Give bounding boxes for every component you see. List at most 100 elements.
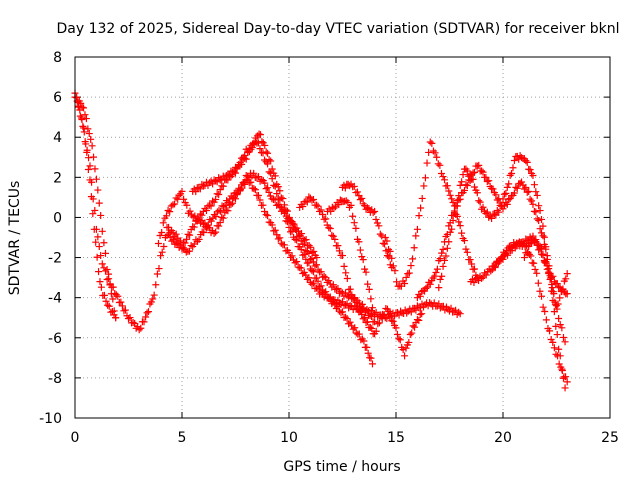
data-point-marker: [329, 232, 337, 240]
y-tick-label: 2: [53, 170, 62, 186]
data-point-marker: [361, 265, 369, 273]
data-point-marker: [525, 188, 533, 196]
data-point-marker: [527, 252, 535, 260]
data-point-marker: [363, 204, 371, 212]
data-point-marker: [449, 216, 457, 224]
data-point-marker: [542, 258, 550, 266]
data-point-marker: [314, 285, 322, 293]
data-point-marker: [389, 317, 397, 325]
data-point-marker: [241, 180, 249, 188]
data-point-marker: [421, 174, 429, 182]
data-point-marker: [256, 145, 264, 153]
data-point-marker: [458, 229, 466, 237]
data-point-marker: [539, 232, 547, 240]
data-point-marker: [513, 184, 521, 192]
data-point-marker: [250, 169, 258, 177]
data-point-marker: [319, 210, 327, 218]
data-point-marker: [177, 237, 185, 245]
data-point-marker: [470, 265, 478, 273]
x-tick-label: 0: [71, 430, 80, 446]
data-point-marker: [448, 225, 456, 233]
x-tick-label: 10: [280, 430, 298, 446]
data-point-marker: [441, 256, 449, 264]
data-point-marker: [204, 221, 212, 229]
data-point-marker: [479, 203, 487, 211]
data-point-marker: [558, 324, 566, 332]
data-point-marker: [89, 210, 97, 218]
data-point-marker: [381, 234, 389, 241]
data-point-marker: [178, 187, 186, 195]
data-point-marker: [366, 311, 374, 319]
data-point-marker: [452, 202, 460, 210]
data-point-marker: [233, 189, 241, 197]
data-point-marker: [522, 157, 530, 165]
data-point-marker: [341, 184, 349, 192]
data-point-marker: [142, 313, 150, 321]
data-point-marker: [313, 274, 321, 282]
data-point-marker: [221, 201, 229, 209]
data-point-marker: [280, 201, 288, 209]
data-point-marker: [296, 231, 304, 239]
data-point-marker: [490, 210, 498, 218]
data-point-marker: [302, 236, 310, 244]
data-point-marker: [369, 209, 377, 217]
data-point-marker: [255, 173, 263, 181]
data-point-marker: [258, 138, 266, 146]
data-point-marker: [339, 308, 346, 316]
data-point-marker: [559, 285, 567, 293]
data-point-marker: [554, 300, 562, 308]
data-point-marker: [253, 174, 261, 182]
data-point-marker: [343, 274, 351, 282]
data-point-marker: [147, 298, 155, 306]
data-point-marker: [86, 176, 94, 184]
data-point-marker: [220, 203, 228, 211]
data-point-marker: [271, 196, 279, 204]
data-point-marker: [433, 153, 441, 161]
data-point-marker: [335, 201, 343, 209]
data-point-marker: [495, 208, 503, 216]
data-point-marker: [342, 269, 350, 277]
data-point-marker: [346, 318, 354, 326]
data-point-marker: [363, 343, 371, 351]
data-point-marker: [359, 315, 367, 323]
x-tick-label: 5: [178, 430, 187, 446]
data-point-marker: [431, 272, 439, 280]
data-point-marker: [225, 172, 233, 180]
data-point-marker: [255, 130, 263, 138]
data-point-marker: [144, 308, 152, 316]
data-point-marker: [460, 186, 468, 194]
data-point-marker: [206, 215, 214, 223]
data-point-marker: [305, 274, 313, 282]
data-point-marker: [202, 207, 210, 215]
data-point-marker: [455, 308, 463, 316]
data-point-marker: [396, 336, 404, 344]
data-point-marker: [497, 254, 505, 262]
data-point-marker: [95, 243, 103, 251]
data-point-marker: [212, 228, 220, 236]
data-point-marker: [258, 176, 266, 184]
series-track-j: [381, 138, 481, 290]
data-point-marker: [401, 352, 409, 360]
data-point-marker: [81, 138, 89, 146]
data-point-marker: [539, 222, 547, 230]
data-point-marker: [95, 268, 103, 276]
data-point-marker: [293, 258, 301, 266]
data-point-marker: [195, 235, 203, 243]
data-point-marker: [490, 262, 498, 270]
data-point-marker: [529, 171, 537, 179]
data-point-marker: [520, 254, 528, 262]
data-point-marker: [438, 249, 446, 257]
data-point-marker: [153, 270, 161, 278]
data-point-marker: [72, 93, 80, 101]
data-point-marker: [339, 298, 346, 306]
data-point-marker: [198, 228, 206, 236]
data-point-marker: [87, 193, 95, 201]
data-point-marker: [242, 155, 250, 163]
data-point-marker: [100, 239, 108, 247]
data-point-marker: [85, 130, 93, 138]
data-point-marker: [475, 161, 483, 169]
data-point-marker: [352, 329, 360, 337]
data-point-marker: [408, 329, 416, 337]
data-point-marker: [166, 208, 174, 216]
data-point-marker: [553, 331, 561, 339]
